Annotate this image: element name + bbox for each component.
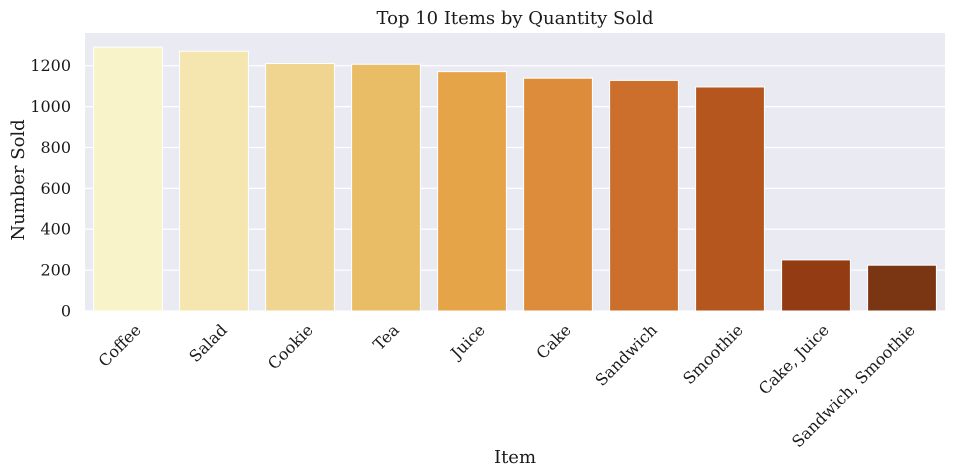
y-tick-label: 1000 (30, 97, 71, 116)
y-axis-ticks: 0 200 400 600 800 1000 1200 (30, 56, 71, 320)
x-tick-label: Cookie (264, 320, 317, 373)
bar-sandwich (609, 79, 679, 312)
x-tick-label: Smoothie (679, 320, 747, 388)
x-tick-label: Salad (185, 320, 231, 366)
bar-cookie (265, 62, 335, 312)
x-tick-label: Sandwich (591, 320, 660, 389)
bar-cake (523, 77, 593, 312)
x-tick-label: Tea (369, 320, 403, 354)
y-tick-label: 200 (40, 261, 71, 280)
bar-coffee (93, 46, 163, 312)
y-tick-label: 0 (61, 302, 71, 321)
bar-cake-juice (781, 259, 851, 312)
x-tick-label: Juice (446, 320, 489, 363)
y-axis-label: Number Sold (8, 119, 29, 240)
x-tick-label: Cake, Juice (755, 320, 833, 398)
x-axis-ticks: Coffee Salad Cookie Tea Juice Cake Sandwich Smo… (94, 320, 918, 451)
y-tick-label: 800 (40, 138, 71, 157)
y-tick-label: 600 (40, 179, 71, 198)
y-tick-label: 400 (40, 220, 71, 239)
bars-group (93, 46, 937, 312)
bar-juice (437, 71, 507, 312)
x-tick-label: Cake (532, 320, 574, 362)
bar-smoothie (695, 86, 765, 312)
bar-tea (351, 63, 421, 312)
bar-sandwich-smoothie (867, 264, 937, 312)
bar-salad (179, 50, 249, 312)
x-tick-label: Coffee (94, 320, 144, 370)
chart-title: Top 10 Items by Quantity Sold (377, 8, 654, 29)
x-axis-label: Item (494, 447, 536, 468)
y-tick-label: 1200 (30, 56, 71, 75)
